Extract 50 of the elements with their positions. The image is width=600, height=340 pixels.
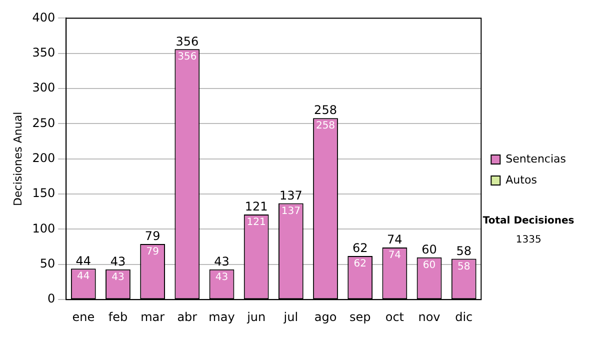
data-label: 74 bbox=[388, 250, 402, 262]
x-tick-label: dic bbox=[455, 310, 473, 324]
y-tick-label: 50 bbox=[40, 256, 56, 271]
y-tick-label: 150 bbox=[32, 186, 56, 200]
x-tick-label: ago bbox=[314, 310, 337, 324]
x-tick-label: jun bbox=[246, 310, 266, 324]
x-tick-label: sep bbox=[349, 310, 371, 324]
x-tick-label: may bbox=[208, 310, 235, 324]
y-tick-label: 0 bbox=[47, 292, 56, 306]
data-label: 79 bbox=[146, 246, 159, 258]
x-tick-label: nov bbox=[418, 310, 440, 324]
data-label: 44 bbox=[77, 271, 90, 282]
y-tick-label: 350 bbox=[32, 46, 56, 60]
data-label: 356 bbox=[178, 52, 197, 63]
x-tick-label: mar bbox=[140, 310, 165, 324]
total-label: 44 bbox=[76, 254, 92, 268]
data-label: 43 bbox=[215, 272, 228, 283]
data-label: 58 bbox=[457, 261, 470, 272]
text: Total Decisiones bbox=[482, 216, 574, 227]
y-tick-label: 100 bbox=[32, 221, 56, 236]
y-tick-label: 200 bbox=[32, 151, 56, 166]
total-label: 43 bbox=[110, 254, 126, 268]
y-tick-label: 400 bbox=[32, 10, 56, 24]
total-label: 121 bbox=[244, 200, 268, 214]
data-label: 62 bbox=[354, 258, 366, 270]
data-label: 258 bbox=[316, 120, 336, 132]
total-label: 258 bbox=[314, 103, 337, 118]
data-label: 121 bbox=[246, 217, 266, 228]
x-tick-label: jul bbox=[282, 310, 298, 324]
y-tick-label: 250 bbox=[32, 116, 56, 130]
data-label: 43 bbox=[112, 272, 124, 283]
total-label: 137 bbox=[279, 188, 302, 202]
total-label: 74 bbox=[387, 232, 402, 247]
total-label: 356 bbox=[176, 34, 199, 48]
x-tick-label: abr bbox=[177, 310, 198, 324]
y-axis-title: Decisiones Anual bbox=[11, 112, 24, 206]
total-label: 43 bbox=[214, 254, 230, 268]
text: 1335 bbox=[516, 234, 542, 246]
legend-label: Autos bbox=[506, 173, 538, 186]
x-tick-label: feb bbox=[108, 310, 128, 324]
data-label: 60 bbox=[422, 260, 436, 271]
total-label: 79 bbox=[144, 229, 160, 244]
x-tick-label: oct bbox=[385, 310, 404, 324]
data-label: 137 bbox=[281, 206, 300, 217]
total-label: 58 bbox=[456, 244, 472, 258]
total-label: 60 bbox=[422, 242, 437, 257]
x-tick-label: ene bbox=[72, 310, 95, 324]
total-label: 62 bbox=[352, 241, 368, 256]
legend-label: Sentencias bbox=[506, 152, 566, 166]
y-tick-label: 300 bbox=[32, 80, 56, 95]
